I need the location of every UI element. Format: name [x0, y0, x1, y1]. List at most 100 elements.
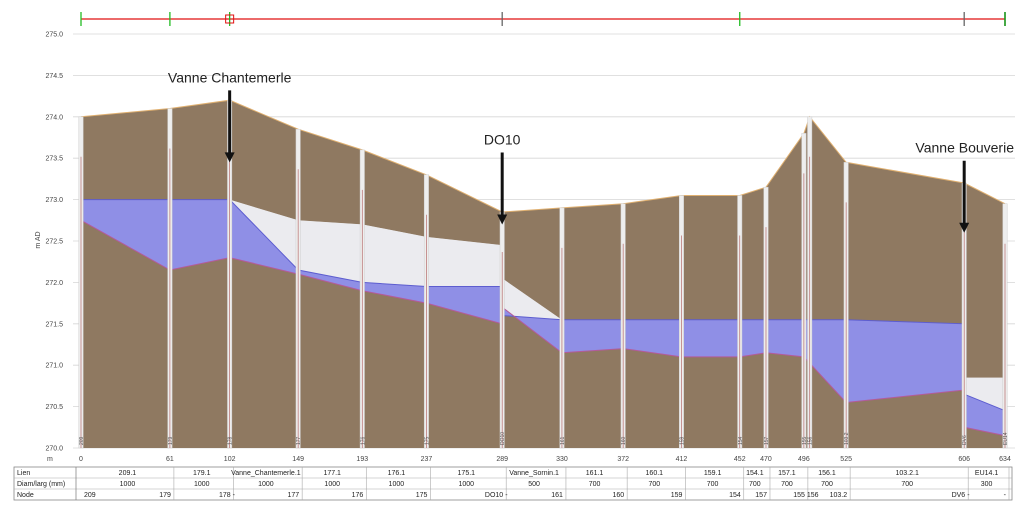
table-lien-cell: 176.1: [388, 470, 406, 477]
x-tick-label: 61: [166, 456, 174, 463]
table-lien-cell: 156.1: [818, 470, 836, 477]
table-diam-cell: 1000: [120, 481, 136, 488]
node-vertical-label: 179: [168, 436, 174, 445]
table-node-right-cell: -: [1004, 492, 1007, 499]
table-node-right-cell: 178: [219, 492, 231, 499]
node-vertical-label: 176: [360, 436, 366, 445]
y-tick-label: 274.5: [45, 73, 63, 80]
table-diam-cell: 700: [749, 481, 761, 488]
x-tick-label: 412: [676, 456, 688, 463]
profile-fills: [80, 99, 1006, 448]
overview-window-handle: [225, 14, 235, 24]
table-lien-cell: 159.1: [704, 470, 722, 477]
table-diam-cell: 700: [707, 481, 719, 488]
table-node-right-cell: DO10: [485, 492, 503, 499]
table-node-left-cell: -: [967, 492, 970, 499]
x-tick-label: 496: [798, 456, 810, 463]
x-tick-label: 525: [840, 456, 852, 463]
y-tick-label: 273.5: [45, 156, 63, 163]
node-vertical-label: 175: [424, 436, 430, 445]
table-node-right-cell: 154: [729, 492, 741, 499]
table-node-right-cell: 161: [551, 492, 563, 499]
table-diam-cell: 500: [528, 481, 540, 488]
table-node-right-cell: 176: [352, 492, 364, 499]
y-tick-label: 271.0: [45, 363, 63, 370]
table-node-left-cell: -: [505, 492, 508, 499]
node-vertical-label: DO10: [500, 432, 506, 445]
table-lien-cell: 103.2.1: [895, 470, 918, 477]
table-node-left-cell: 209: [84, 492, 96, 499]
x-tick-label: 470: [760, 456, 772, 463]
table-diam-cell: 700: [589, 481, 601, 488]
table-row-label: Lien: [17, 470, 30, 477]
table-diam-cell: 300: [981, 481, 993, 488]
table-row-label: Diam/larg (mm): [17, 481, 65, 488]
table-node-right-cell: DV6: [952, 492, 966, 499]
table-diam-cell: 1000: [194, 481, 210, 488]
table-row-label: Node: [17, 492, 34, 499]
annotation-arrow-head: [497, 214, 508, 225]
table-node-left-cell: -: [233, 492, 236, 499]
table-lien-cell: 160.1: [646, 470, 664, 477]
y-tick-label: 274.0: [45, 114, 63, 121]
annotation-arrow-head: [959, 222, 970, 233]
table-diam-cell: 1000: [459, 481, 475, 488]
table-node-right-cell: 155: [793, 492, 805, 499]
axes: m AD m 0 61 102 149 193 237 289 330 372 412 452 470…: [35, 231, 1011, 463]
table-lien-cell: Vanne_Chantemerle.1: [231, 470, 301, 477]
table-lien-cell: 154.1: [746, 470, 764, 477]
link-node-table[interactable]: Lien Diam/larg (mm) Node 209.1 179.1 Vanne_Ch…: [13, 466, 1013, 501]
table-node-right-cell: 103.2: [830, 492, 848, 499]
table-lien-cell: Vanne_Sornin.1: [509, 470, 559, 477]
node-vertical-label: 209: [79, 436, 85, 445]
table-diam-cell: 700: [781, 481, 793, 488]
y-tick-label: 271.5: [45, 321, 63, 328]
x-tick-label: 452: [734, 456, 746, 463]
node-vertical-label: 155: [802, 436, 808, 445]
table-diam-cell: 700: [648, 481, 660, 488]
table-node-left-cell: 156: [807, 492, 819, 499]
x-tick-label: 0: [79, 456, 83, 463]
table-lien-cell: 175.1: [458, 470, 476, 477]
annotation-label: Vanne Chantemerle: [168, 69, 292, 85]
y-tick-label: 273.0: [45, 197, 63, 204]
annotations: Vanne Chantemerle DO10 Vanne Bouverie: [168, 69, 1014, 233]
x-tick-label: 606: [958, 456, 970, 463]
table-node-right-cell: 160: [612, 492, 624, 499]
ground-cover-fill: [81, 100, 1005, 378]
node-vertical-label: DV6: [962, 435, 968, 445]
node-vertical-label: 178: [228, 436, 234, 445]
table-diam-cell: 700: [901, 481, 913, 488]
table-lien-cell: 161.1: [586, 470, 604, 477]
water-fill: [81, 199, 1005, 436]
annotation-label: Vanne Bouverie: [915, 140, 1014, 156]
node-vertical-label: 161: [560, 436, 566, 445]
overview-bar[interactable]: [80, 12, 1006, 26]
x-tick-label: 149: [292, 456, 304, 463]
node-vertical-label: 159: [679, 436, 685, 445]
node-vertical-label: 177: [296, 436, 302, 445]
table-lien-cell: 177.1: [323, 470, 341, 477]
table-node-right-cell: 177: [287, 492, 299, 499]
x-tick-label: 289: [496, 456, 508, 463]
y-tick-label: 272.5: [45, 239, 63, 246]
table-lien-cell: 179.1: [193, 470, 211, 477]
node-vertical-label: 103.2: [844, 432, 850, 445]
y-tick-label: 272.0: [45, 280, 63, 287]
table-node-right-cell: 157: [755, 492, 767, 499]
y-tick-label: 275.0: [45, 32, 63, 39]
table-diam-cell: 1000: [324, 481, 340, 488]
table-node-right-cell: 175: [416, 492, 428, 499]
node-vertical-label: 157: [764, 436, 770, 445]
table-lien-cell: EU14.1: [975, 470, 998, 477]
x-tick-label: 634: [999, 456, 1011, 463]
node-vertical-label: 156: [808, 436, 814, 445]
annotation-arrow-head: [224, 152, 235, 163]
node-vertical-label: 160: [621, 436, 627, 445]
table-frame: [13, 466, 1013, 501]
node-vertical-label: EU14: [1003, 432, 1009, 445]
x-tick-label: 193: [356, 456, 368, 463]
water-surface-line: [81, 199, 1006, 412]
y-tick-label: 270.0: [45, 446, 63, 453]
y-tick-label: 270.5: [45, 404, 63, 411]
